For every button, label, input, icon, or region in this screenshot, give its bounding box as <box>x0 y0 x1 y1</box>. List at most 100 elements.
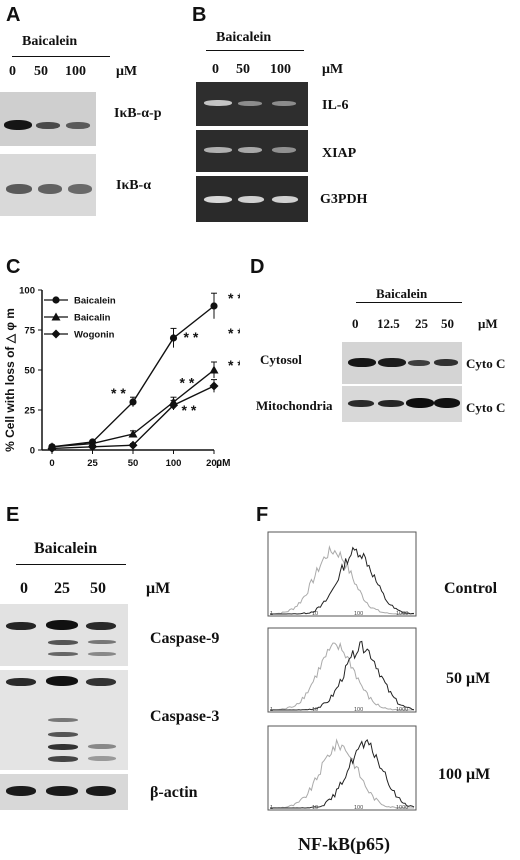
panel-d-blot-mito <box>342 386 462 422</box>
data-point-wogonin <box>88 442 97 452</box>
histogram-frame <box>267 725 417 811</box>
histogram-tick-label: 1 <box>270 805 273 811</box>
panel-e-blot-casp3 <box>0 670 128 770</box>
legend-marker-baicalein <box>52 296 60 304</box>
panel-e-unit: μM <box>146 580 171 597</box>
panel-e-label-casp9: Caspase-9 <box>150 630 220 647</box>
panel-e-blot-casp9 <box>0 604 128 666</box>
histogram-tick-label: 1 <box>270 707 273 713</box>
histogram-trace-treated <box>270 640 415 711</box>
panel-d-label-cytosol: Cytosol <box>260 352 302 367</box>
panel-e-conc-0: 0 <box>20 580 28 597</box>
panel-b-gel-xiap <box>196 130 308 172</box>
significance-annotation: * * <box>228 290 240 306</box>
chart-y-tick-label: 50 <box>24 366 35 377</box>
data-point-baicalein <box>169 334 178 342</box>
histogram-trace-control <box>269 738 415 809</box>
legend-label-baicalein: Baicalein <box>74 296 116 307</box>
panel-b-conc-0: 0 <box>212 62 219 77</box>
panel-a-conc-0: 0 <box>9 64 16 79</box>
panel-b-label-il6: IL-6 <box>322 98 349 113</box>
histogram-tick-label: 1000 <box>396 611 408 617</box>
data-point-baicalein <box>129 398 137 406</box>
chart-y-tick-label: 0 <box>30 446 35 457</box>
panel-a-letter: A <box>6 4 21 26</box>
panel-e-letter: E <box>6 504 20 526</box>
panel-d-conc-0: 0 <box>352 316 359 331</box>
histogram-frame <box>267 627 417 713</box>
panel-a-label-total: IκB-α <box>116 178 152 193</box>
panel-e-treatment: Baicalein <box>34 540 98 557</box>
histogram-2: 1 10 100 1000 <box>267 627 417 713</box>
histogram-3: 1 10 100 1000 <box>267 725 417 811</box>
panel-d-unit: μM <box>478 316 498 331</box>
chart-x-tick-label: 0 <box>49 458 54 469</box>
panel-a-blot-total <box>0 154 96 216</box>
panel-f-condition-50: 50 μM <box>446 670 491 687</box>
data-point-wogonin <box>209 381 219 391</box>
panel-a-conc-1: 50 <box>34 64 48 79</box>
panel-a-blot-phospho <box>0 92 96 146</box>
panel-d-conc-3: 50 <box>441 316 454 331</box>
panel-a-conc-2: 100 <box>65 64 86 79</box>
histogram-tick-label: 100 <box>354 611 363 617</box>
histogram-tick-label: 10 <box>312 805 318 811</box>
panel-d-treatment: Baicalein <box>376 286 428 301</box>
significance-annotation: * * <box>228 357 240 373</box>
significance-annotation: * * <box>184 329 199 345</box>
panel-b-letter: B <box>192 4 207 26</box>
panel-b-gel-g3pdh <box>196 176 308 222</box>
panel-e-label-casp3: Caspase-3 <box>150 708 220 725</box>
panel-f-histograms: 1 10 100 1000 1 10 100 1000 1 10 100 1000 <box>267 531 417 811</box>
histogram-trace-treated <box>270 738 415 809</box>
panel-b-conc-2: 100 <box>270 62 291 77</box>
chart-y-tick-label: 100 <box>19 286 35 297</box>
histogram-trace-control <box>269 545 414 615</box>
panel-f-condition-100: 100 μM <box>438 766 491 783</box>
panel-b-label-xiap: XIAP <box>322 146 357 161</box>
histogram-tick-label: 100 <box>354 805 363 811</box>
data-point-wogonin <box>128 440 138 450</box>
panel-d-blot-cytosol <box>342 342 462 384</box>
chart-x-tick-label: 50 <box>128 458 139 469</box>
panel-d-conc-2: 25 <box>415 316 428 331</box>
chart-marks: * * * * * * * * * * * * * * <box>47 290 240 453</box>
data-point-wogonin <box>47 443 57 453</box>
panel-c-letter: C <box>6 256 21 278</box>
panel-d-bracket <box>356 302 462 303</box>
data-point-baicalin <box>209 365 219 374</box>
legend-label-wogonin: Wogonin <box>74 330 115 341</box>
panel-f-letter: F <box>256 504 269 526</box>
chart-y-axis-label: % Cell with loss of △ φ m <box>3 308 17 452</box>
panel-d-label-mito: Mitochondria <box>256 398 333 413</box>
data-point-baicalein <box>210 302 218 310</box>
panel-e-blot-actin <box>0 774 128 810</box>
histogram-tick-label: 1000 <box>396 707 408 713</box>
chart-legend: Baicalein Baicalin Wogonin <box>44 296 116 341</box>
histogram-tick-label: 1000 <box>396 805 408 811</box>
panel-d-protein-cytosol: Cyto C <box>466 356 506 371</box>
legend-marker-wogonin <box>51 329 61 339</box>
panel-a-unit: μM <box>116 64 138 79</box>
chart-y-tick-label: 25 <box>24 406 35 417</box>
legend-marker-baicalin <box>51 312 61 321</box>
panel-f-condition-control: Control <box>444 580 498 597</box>
histogram-1: 1 10 100 1000 <box>267 531 417 617</box>
panel-e-conc-2: 50 <box>90 580 106 597</box>
panel-f-x-label: NF-kB(p65) <box>298 834 391 854</box>
panel-a-label-phospho: IκB-α-p <box>114 106 162 121</box>
histogram-trace-control <box>270 641 414 711</box>
significance-annotation: * * <box>180 375 195 391</box>
panel-a-treatment: Baicalein <box>22 34 78 49</box>
panel-e-label-actin: β-actin <box>150 784 198 801</box>
panel-b-gel-il6 <box>196 82 308 126</box>
histogram-trace-treated <box>270 546 415 615</box>
legend-label-baicalin: Baicalin <box>74 313 111 324</box>
panel-c-chart: % Cell with loss of △ φ m 0 25 50 75 100 0 25 5… <box>3 286 240 470</box>
data-point-baicalin <box>128 429 138 438</box>
panel-b-bracket <box>206 50 304 51</box>
data-point-wogonin <box>169 400 178 410</box>
chart-x-axis-label: μM <box>216 458 230 469</box>
panel-b-label-g3pdh: G3PDH <box>320 192 368 207</box>
